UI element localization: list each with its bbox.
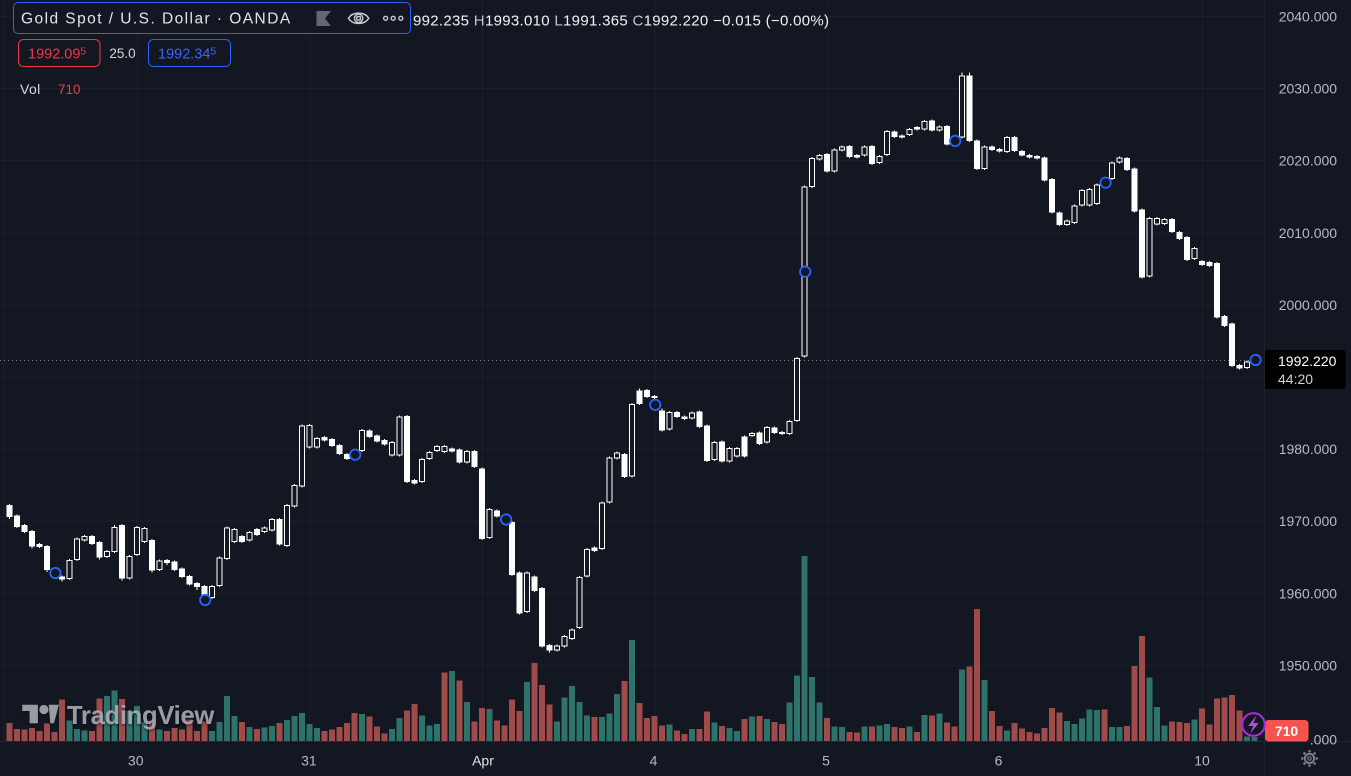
- svg-text:Apr: Apr: [472, 752, 494, 768]
- svg-text:2000.000: 2000.000: [1279, 297, 1338, 313]
- svg-text:1992.220: 1992.220: [1278, 353, 1337, 369]
- svg-text:31: 31: [301, 752, 317, 768]
- svg-text:1992.095: 1992.095: [28, 46, 86, 63]
- svg-text:Gold Spot / U.S. Dollar · OAND: Gold Spot / U.S. Dollar · OANDA: [21, 11, 292, 28]
- svg-text:6: 6: [995, 752, 1003, 768]
- svg-text:2030.000: 2030.000: [1279, 81, 1338, 97]
- svg-text:1980.000: 1980.000: [1279, 441, 1338, 457]
- svg-text:25.0: 25.0: [109, 46, 135, 61]
- svg-text:10: 10: [1194, 752, 1210, 768]
- svg-text:4: 4: [650, 752, 658, 768]
- svg-text:1970.000: 1970.000: [1279, 513, 1338, 529]
- svg-text:30: 30: [128, 752, 144, 768]
- svg-text:2020.000: 2020.000: [1279, 153, 1338, 169]
- svg-text:1992.345: 1992.345: [158, 46, 216, 63]
- svg-text:2040.000: 2040.000: [1279, 9, 1338, 25]
- svg-text:1960.000: 1960.000: [1279, 585, 1338, 601]
- svg-text:992.235 H1993.010 L1991.365 C1: 992.235 H1993.010 L1991.365 C1992.220 −0…: [413, 13, 829, 30]
- svg-text:Vol: Vol: [20, 81, 41, 97]
- svg-text:5: 5: [822, 752, 830, 768]
- svg-text:2010.000: 2010.000: [1279, 225, 1338, 241]
- svg-text:1950.000: 1950.000: [1279, 657, 1338, 673]
- svg-text:44:20: 44:20: [1278, 371, 1313, 387]
- svg-text:710: 710: [58, 82, 81, 97]
- svg-text:710: 710: [1275, 723, 1299, 739]
- svg-text:.000: .000: [1310, 732, 1337, 748]
- svg-text:TradingView: TradingView: [67, 702, 214, 730]
